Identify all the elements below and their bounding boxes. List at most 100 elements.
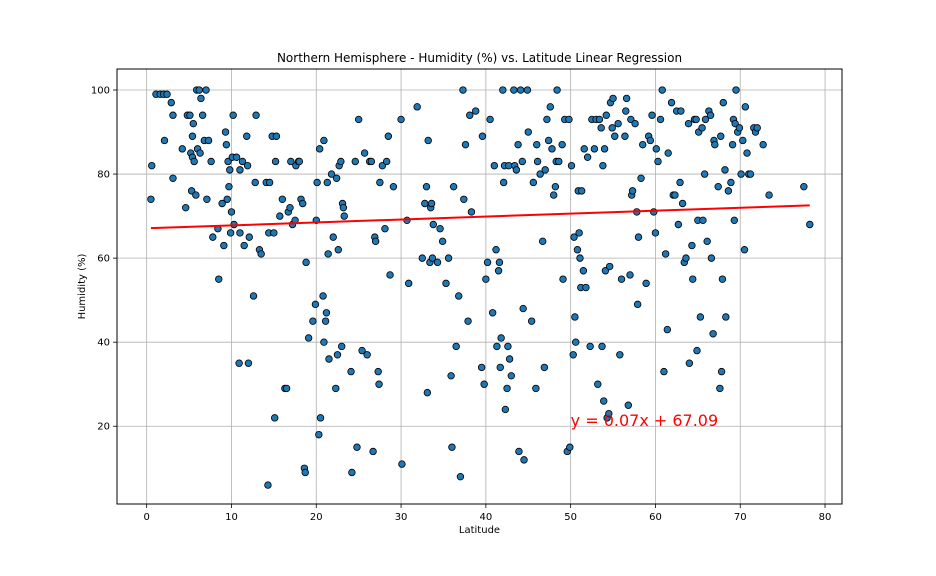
data-point [709, 330, 717, 338]
y-tick-label: 60 [97, 254, 110, 265]
data-point [324, 250, 332, 258]
data-point [519, 304, 527, 313]
data-point [264, 481, 272, 489]
data-point [422, 182, 431, 191]
data-point [716, 384, 724, 393]
data-point [728, 140, 737, 149]
x-tick-label: 0 [143, 512, 149, 523]
data-point [806, 220, 814, 229]
data-point [621, 132, 629, 140]
data-point [600, 145, 609, 153]
data-point [692, 115, 700, 124]
data-point [386, 271, 394, 279]
data-point [628, 187, 637, 195]
data-point [727, 178, 735, 187]
data-point [678, 199, 687, 208]
data-point [608, 124, 616, 132]
data-point [483, 258, 492, 267]
data-point [507, 372, 515, 380]
data-point [221, 128, 230, 136]
data-point [652, 145, 660, 153]
data-point [527, 317, 536, 325]
data-point [703, 237, 711, 246]
data-point [676, 178, 684, 187]
data-point [220, 241, 228, 250]
x-tick-label: 70 [734, 512, 747, 523]
data-point [682, 254, 690, 262]
data-point [316, 414, 325, 422]
data-point [384, 132, 393, 140]
data-point [532, 384, 540, 393]
data-point [301, 468, 309, 477]
data-point [449, 182, 458, 191]
data-point [226, 166, 234, 174]
data-point [225, 182, 233, 191]
data-point [251, 178, 259, 187]
data-point [198, 111, 207, 119]
data-point [244, 359, 253, 367]
data-point [622, 94, 631, 103]
data-point [444, 254, 453, 262]
data-point [667, 98, 676, 107]
data-point [735, 124, 744, 132]
data-point [633, 300, 642, 309]
data-point [714, 182, 722, 191]
x-tick-label: 10 [225, 512, 238, 523]
data-point [322, 309, 331, 317]
data-point [674, 220, 683, 229]
data-point [637, 174, 645, 182]
data-point [493, 342, 501, 351]
data-point [282, 384, 291, 393]
data-point [573, 246, 582, 254]
data-point [339, 203, 348, 212]
data-point [192, 191, 200, 199]
data-point [590, 145, 599, 153]
data-point [586, 342, 594, 351]
data-point [337, 157, 345, 166]
data-point [559, 275, 567, 283]
data-point [651, 229, 660, 237]
data-point [238, 157, 247, 166]
data-point [486, 115, 494, 124]
data-point [320, 338, 328, 346]
data-point [663, 325, 672, 334]
data-point [381, 225, 389, 233]
data-point [580, 145, 588, 153]
data-point [605, 262, 614, 271]
data-point [571, 313, 579, 321]
data-point [202, 86, 210, 94]
data-point [459, 86, 467, 94]
data-point [583, 153, 592, 161]
data-point [494, 267, 503, 275]
data-point [423, 388, 432, 397]
data-point [759, 140, 767, 149]
data-point [800, 182, 808, 191]
data-point [371, 237, 380, 246]
data-point [595, 115, 604, 124]
data-point [719, 98, 727, 107]
data-point [321, 317, 330, 325]
data-point [332, 384, 340, 393]
data-point [624, 401, 633, 409]
data-point [496, 363, 504, 372]
data-point [448, 443, 456, 451]
data-point [311, 300, 320, 309]
data-point [265, 178, 274, 187]
data-point [722, 313, 730, 321]
data-point [646, 136, 655, 145]
data-point [243, 132, 251, 140]
x-tick-label: 50 [564, 512, 577, 523]
data-point [313, 178, 321, 187]
data-point [516, 86, 525, 94]
data-point [684, 119, 693, 128]
data-point [576, 254, 584, 262]
data-point [353, 443, 361, 451]
data-point [558, 140, 566, 149]
data-point [617, 275, 626, 283]
data-point [320, 136, 328, 145]
data-point [512, 166, 521, 174]
data-point [332, 174, 341, 182]
data-point [333, 351, 342, 359]
data-point [178, 145, 186, 153]
